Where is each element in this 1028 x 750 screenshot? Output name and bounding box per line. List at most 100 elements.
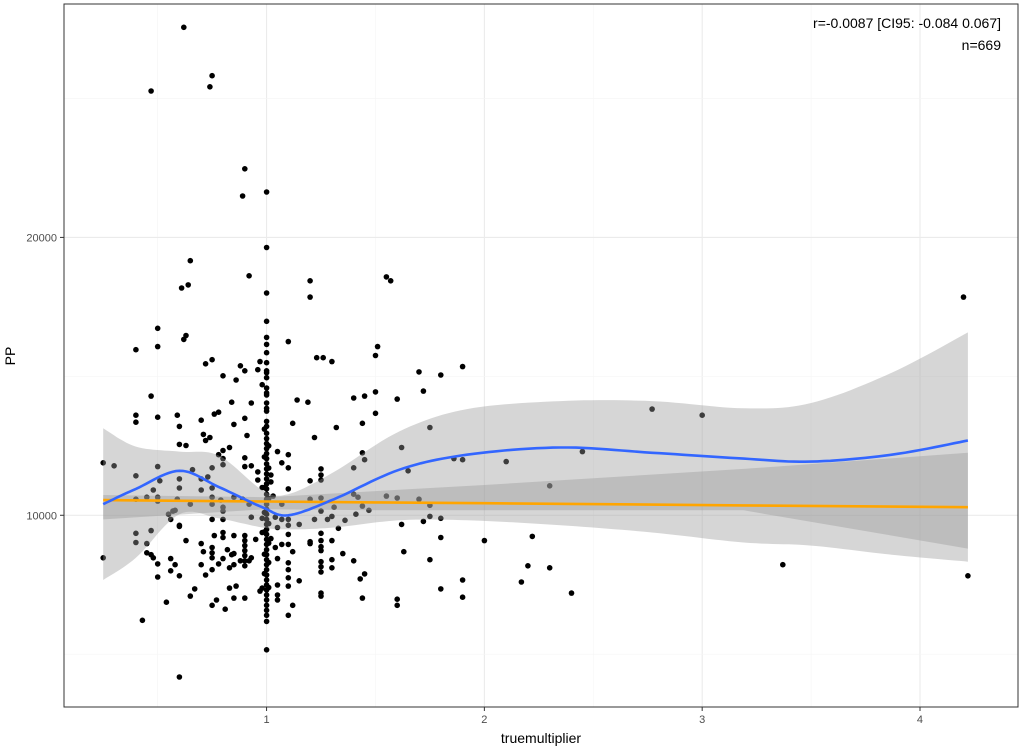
data-point: [150, 487, 157, 493]
data-point: [318, 472, 324, 478]
data-point: [220, 455, 226, 462]
data-point: [350, 395, 357, 401]
data-point: [187, 501, 194, 508]
data-point: [263, 349, 270, 356]
data-point: [420, 518, 427, 525]
data-point: [228, 399, 235, 406]
data-point: [263, 408, 270, 414]
data-point: [272, 514, 279, 520]
data-point: [261, 509, 268, 516]
data-point: [215, 561, 222, 567]
annotation-n: n=669: [962, 37, 1002, 53]
data-point: [265, 465, 272, 471]
data-point: [176, 573, 183, 579]
data-point: [350, 558, 357, 564]
data-point: [248, 514, 255, 520]
data-point: [263, 546, 270, 553]
data-point: [189, 466, 196, 473]
data-point: [366, 507, 372, 514]
data-point: [198, 540, 204, 547]
data-point: [244, 432, 250, 439]
data-point: [394, 602, 401, 609]
data-point: [100, 555, 106, 561]
data-point: [263, 400, 270, 406]
data-point: [154, 561, 161, 567]
data-point: [355, 494, 361, 501]
data-point: [357, 576, 364, 582]
data-point: [263, 471, 270, 477]
data-point: [263, 244, 270, 251]
data-point: [261, 454, 268, 460]
data-point: [259, 585, 266, 591]
data-point: [111, 463, 117, 469]
data-point: [248, 400, 255, 406]
data-point: [529, 533, 536, 540]
data-point: [394, 396, 401, 402]
data-point: [261, 570, 268, 577]
data-point: [233, 377, 239, 383]
data-point: [318, 569, 324, 575]
data-point: [242, 415, 248, 422]
data-point: [157, 478, 163, 484]
data-point: [181, 336, 187, 343]
data-point: [340, 550, 346, 557]
data-point: [359, 503, 366, 509]
data-point: [265, 520, 272, 527]
data-point: [335, 525, 342, 532]
data-point: [165, 511, 172, 517]
data-point: [226, 585, 233, 591]
data-point: [285, 522, 292, 529]
fit-lines: [102, 439, 969, 517]
data-point: [233, 583, 239, 589]
data-point: [331, 504, 337, 511]
data-point: [261, 529, 268, 535]
data-point: [144, 494, 150, 501]
data-point: [361, 393, 368, 399]
data-point: [167, 568, 174, 574]
data-point: [405, 468, 411, 474]
data-point: [270, 493, 276, 499]
data-point: [242, 595, 248, 601]
data-point: [459, 363, 466, 370]
data-point: [263, 476, 270, 482]
data-point: [274, 597, 281, 603]
data-point: [215, 451, 222, 458]
data-point: [154, 494, 161, 501]
data-point: [263, 607, 270, 614]
y-tick-label: 20000: [26, 232, 57, 244]
data-point: [261, 426, 268, 432]
data-point: [279, 541, 285, 548]
data-point: [207, 434, 213, 441]
data-point: [546, 565, 553, 571]
data-point: [237, 558, 244, 564]
x-tick-label: 4: [917, 714, 923, 726]
linear-confidence-ribbon: [103, 452, 968, 549]
data-point: [263, 516, 270, 523]
data-point: [398, 444, 405, 451]
data-point: [198, 417, 204, 424]
y-tick-label: 10000: [26, 510, 57, 522]
data-point: [263, 597, 270, 603]
data-point: [416, 496, 422, 503]
data-point: [268, 535, 274, 542]
data-point: [318, 537, 324, 544]
data-point: [438, 534, 444, 541]
data-point: [220, 516, 226, 523]
data-point: [285, 541, 292, 548]
data-point: [187, 257, 194, 264]
data-point: [289, 548, 296, 555]
data-point: [265, 540, 272, 546]
data-point: [220, 508, 226, 514]
data-point: [215, 409, 222, 416]
data-point: [259, 515, 266, 522]
data-point: [307, 278, 313, 284]
data-point: [133, 530, 139, 537]
data-point: [265, 443, 272, 449]
data-point: [350, 491, 357, 498]
data-point: [459, 594, 466, 600]
data-point: [394, 495, 401, 501]
data-point: [285, 465, 292, 471]
data-point: [289, 602, 296, 609]
data-point: [144, 540, 150, 547]
data-point: [231, 421, 237, 428]
